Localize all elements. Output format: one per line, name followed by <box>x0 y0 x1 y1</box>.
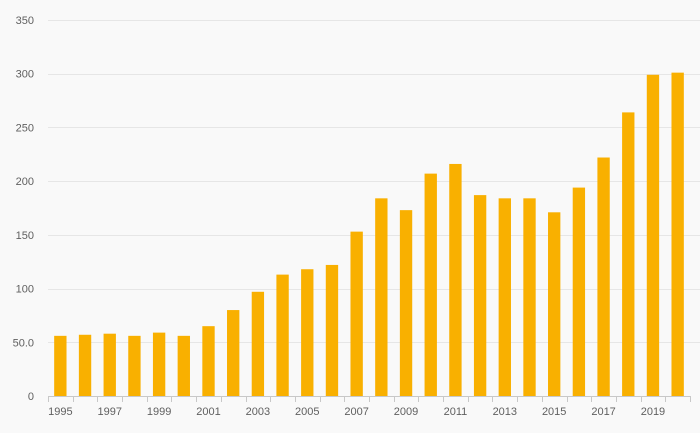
bar-2012 <box>473 195 487 396</box>
bar-2013 <box>498 198 511 396</box>
y-tick-label: 300 <box>16 69 34 81</box>
bar-2003 <box>251 291 265 396</box>
x-tick-label: 2013 <box>493 406 517 418</box>
bar-2010 <box>424 173 437 396</box>
x-axis <box>48 396 691 402</box>
bar-2002 <box>227 310 240 396</box>
x-tick-label: 2015 <box>542 406 566 418</box>
y-tick-label: 50.0 <box>13 337 34 349</box>
bar-2006 <box>325 264 339 396</box>
bar-2008 <box>375 198 388 396</box>
y-tick-label: 150 <box>16 230 34 242</box>
bar-2011 <box>449 163 462 396</box>
x-axis-ticks: 1995 1997 1999 2001 2003 2005 2007 2009 2011 2013… <box>48 406 665 418</box>
x-tick-label: 1995 <box>48 406 72 418</box>
y-tick-label: 250 <box>16 122 34 134</box>
x-tick-label: 2019 <box>641 406 665 418</box>
x-tick-label: 2009 <box>394 406 418 418</box>
bar-1999 <box>152 332 166 396</box>
bar-1998 <box>128 335 141 396</box>
bar-2016 <box>572 187 586 396</box>
bar-2001 <box>202 326 215 396</box>
gridlines <box>48 20 700 343</box>
x-tick-label: 2017 <box>591 406 615 418</box>
bar-2004 <box>276 274 289 396</box>
bar-1996 <box>78 334 92 396</box>
bar-2000 <box>177 335 190 396</box>
bar-1995 <box>54 335 67 396</box>
bar-2007 <box>350 231 363 396</box>
bar-2014 <box>523 198 536 396</box>
x-tick-label: 1999 <box>147 406 171 418</box>
x-tick-label: 2003 <box>246 406 270 418</box>
x-tick-label: 2005 <box>295 406 319 418</box>
bar-2015 <box>548 212 561 396</box>
bar-2005 <box>301 269 314 396</box>
bar-1997 <box>103 333 116 396</box>
bar-2009 <box>399 210 413 396</box>
x-tick-label: 2011 <box>444 406 468 418</box>
bar-2019 <box>646 74 660 396</box>
x-tick-label: 2007 <box>344 406 368 418</box>
bars <box>54 72 684 396</box>
y-tick-label: 0 <box>28 391 34 403</box>
y-axis-ticks: 0 50.0 100 150 200 250 300 350 <box>13 15 34 403</box>
y-tick-label: 200 <box>16 176 34 188</box>
y-tick-label: 350 <box>16 15 34 27</box>
bar-2017 <box>597 157 610 396</box>
x-tick-label: 1997 <box>97 406 121 418</box>
y-tick-label: 100 <box>16 284 34 296</box>
x-tick-label: 2001 <box>196 406 220 418</box>
bar-2020 <box>671 72 684 396</box>
bar-2018 <box>622 112 635 396</box>
